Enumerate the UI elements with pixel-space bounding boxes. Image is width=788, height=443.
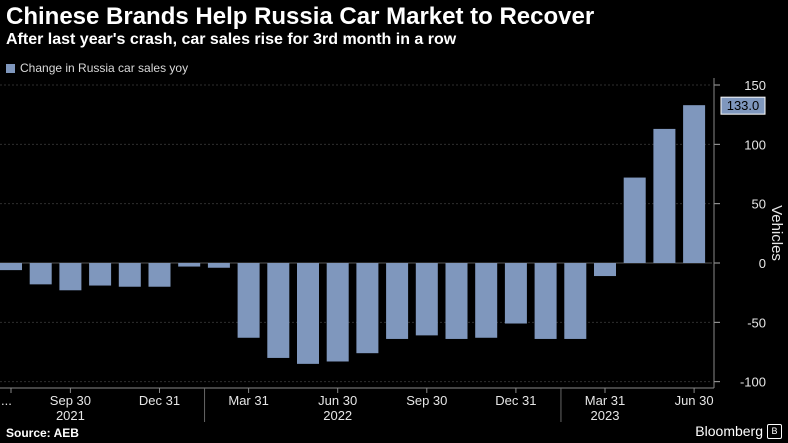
x-year-label: 2021	[56, 408, 85, 423]
bar	[326, 263, 349, 362]
bar	[594, 263, 616, 277]
y-tick-label: 150	[744, 78, 766, 93]
bar	[564, 263, 587, 339]
x-tick-label: Sep 30	[406, 393, 447, 408]
chart-subtitle: After last year's crash, car sales rise …	[6, 31, 457, 48]
y-axis-label: Vehicles	[768, 205, 785, 261]
x-tick-label: Jun 30	[318, 393, 357, 408]
x-tick-label: Sep 30	[50, 393, 91, 408]
bar	[237, 263, 260, 338]
bar	[386, 263, 409, 339]
bar	[0, 263, 22, 271]
y-tick-label: -50	[747, 315, 766, 330]
source-note: Source: AEB	[6, 426, 79, 440]
x-tick-label: Dec 31	[495, 393, 536, 408]
x-tick-label: Mar 31	[585, 393, 625, 408]
x-year-label: 2023	[591, 408, 620, 423]
bloomberg-mark-icon: B	[767, 423, 782, 439]
x-year-label: 2022	[323, 408, 352, 423]
value-callout-label: 133.0	[727, 98, 760, 113]
legend-label: Change in Russia car sales yoy	[20, 61, 189, 75]
value-callout-box	[720, 96, 766, 115]
bar	[356, 263, 379, 354]
brand-name: Bloomberg	[695, 423, 763, 439]
bar	[297, 263, 319, 364]
x-tick-label: Dec 31	[139, 393, 180, 408]
bar	[59, 263, 82, 291]
bar	[445, 263, 468, 339]
bar	[504, 263, 527, 324]
bar	[29, 263, 52, 285]
bar	[207, 263, 230, 268]
bar	[475, 263, 498, 338]
bar	[623, 177, 646, 263]
legend: Change in Russia car sales yoy	[6, 61, 188, 75]
bar	[653, 128, 676, 263]
y-tick-label: 50	[752, 197, 766, 212]
x-tick-label: Jun 30	[675, 393, 714, 408]
bar	[534, 263, 557, 339]
bar	[415, 263, 438, 336]
bar	[178, 263, 201, 267]
bar	[89, 263, 112, 286]
bar	[683, 105, 706, 263]
bloomberg-logo: Bloomberg B	[695, 423, 782, 439]
bar	[118, 263, 141, 287]
x-tick-label: Mar 31	[228, 393, 268, 408]
bar	[148, 263, 171, 287]
y-tick-label: 0	[759, 256, 766, 271]
chart-title: Chinese Brands Help Russia Car Market to…	[6, 3, 595, 30]
legend-swatch	[6, 63, 15, 73]
bar	[267, 263, 290, 358]
y-tick-label: -100	[740, 375, 766, 390]
x-tick-label: ...	[1, 393, 12, 408]
y-tick-label: 100	[744, 137, 766, 152]
